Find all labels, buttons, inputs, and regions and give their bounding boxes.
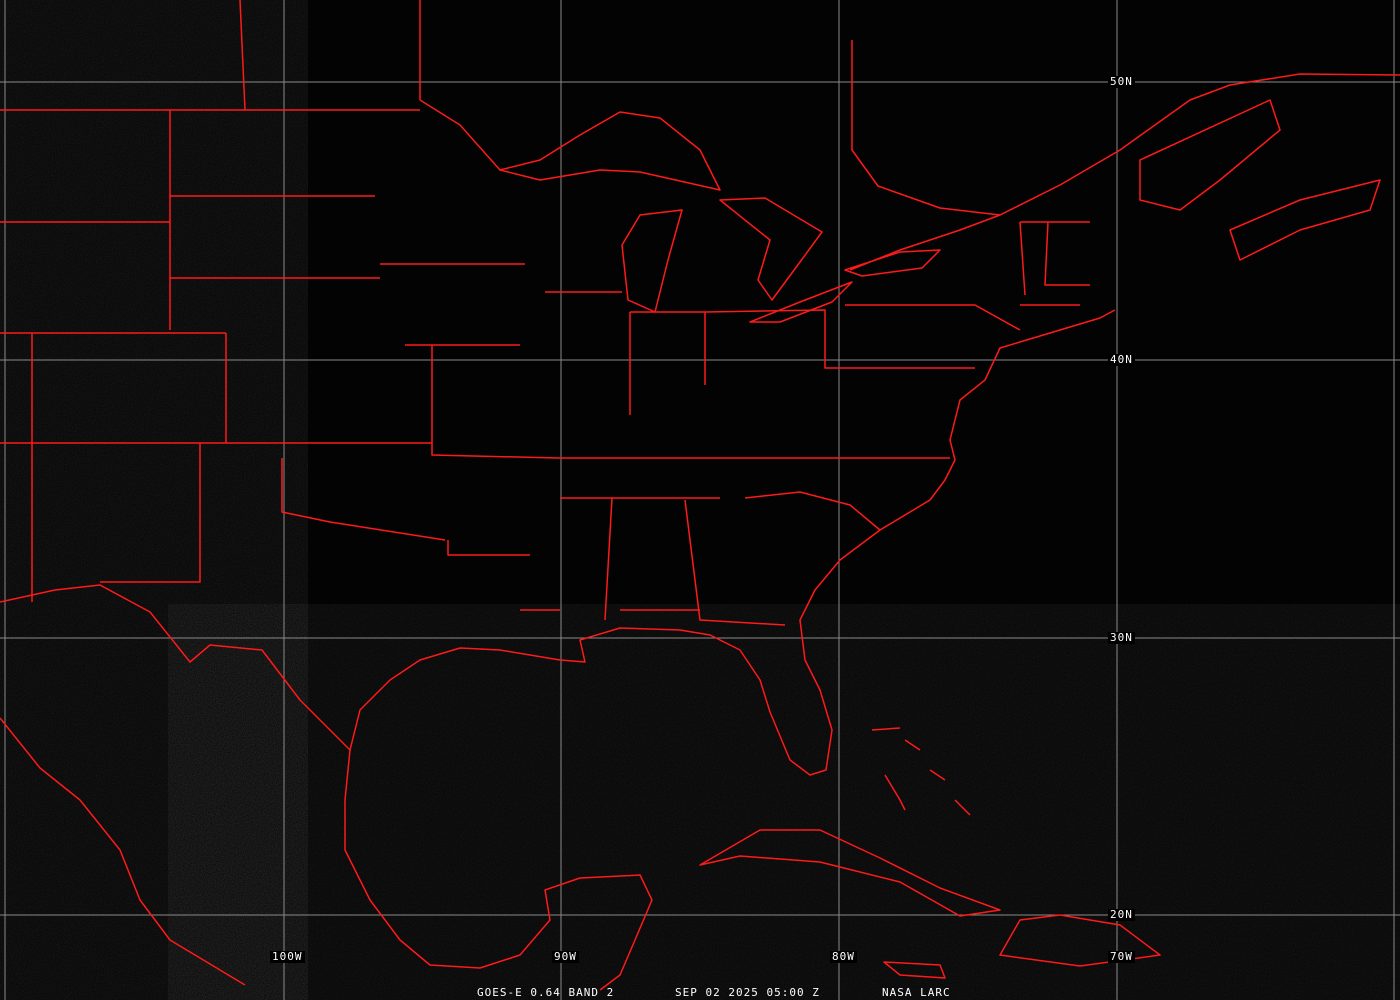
latitude-label-50n: 50N xyxy=(1108,75,1135,88)
lake-michigan xyxy=(621,209,683,313)
jamaica xyxy=(883,961,946,979)
lake-erie xyxy=(749,281,853,323)
lake-huron xyxy=(719,197,823,301)
bahamas xyxy=(871,727,971,816)
canada-coast xyxy=(851,40,1381,261)
imagery-noise-west xyxy=(0,0,280,1000)
latitude-label-20n: 20N xyxy=(1108,908,1135,921)
image-caption: GOES-E 0.64 BAND 2 SEP 02 2025 05:00 Z N… xyxy=(0,986,1400,1000)
hispaniola xyxy=(999,914,1161,967)
rio-grande-border xyxy=(0,584,351,751)
mexico-pacific-coast xyxy=(0,717,246,986)
cuba xyxy=(699,829,1001,917)
caption-datetime: SEP 02 2025 05:00 Z xyxy=(675,986,820,999)
lake-superior xyxy=(419,99,721,191)
longitude-label-80w: 80W xyxy=(830,950,857,963)
latitude-label-40n: 40N xyxy=(1108,353,1135,366)
caption-source: NASA LARC xyxy=(882,986,951,999)
longitude-label-90w: 90W xyxy=(552,950,579,963)
latitude-label-30n: 30N xyxy=(1108,631,1135,644)
imagery-noise-south xyxy=(280,640,1400,1000)
state-borders xyxy=(0,0,1090,626)
atlantic-gulf-coastline xyxy=(344,73,1400,991)
lake-ontario xyxy=(844,249,941,277)
longitude-label-70w: 70W xyxy=(1108,950,1135,963)
caption-satellite-band: GOES-E 0.64 BAND 2 xyxy=(477,986,615,999)
longitude-label-100w: 100W xyxy=(270,950,305,963)
